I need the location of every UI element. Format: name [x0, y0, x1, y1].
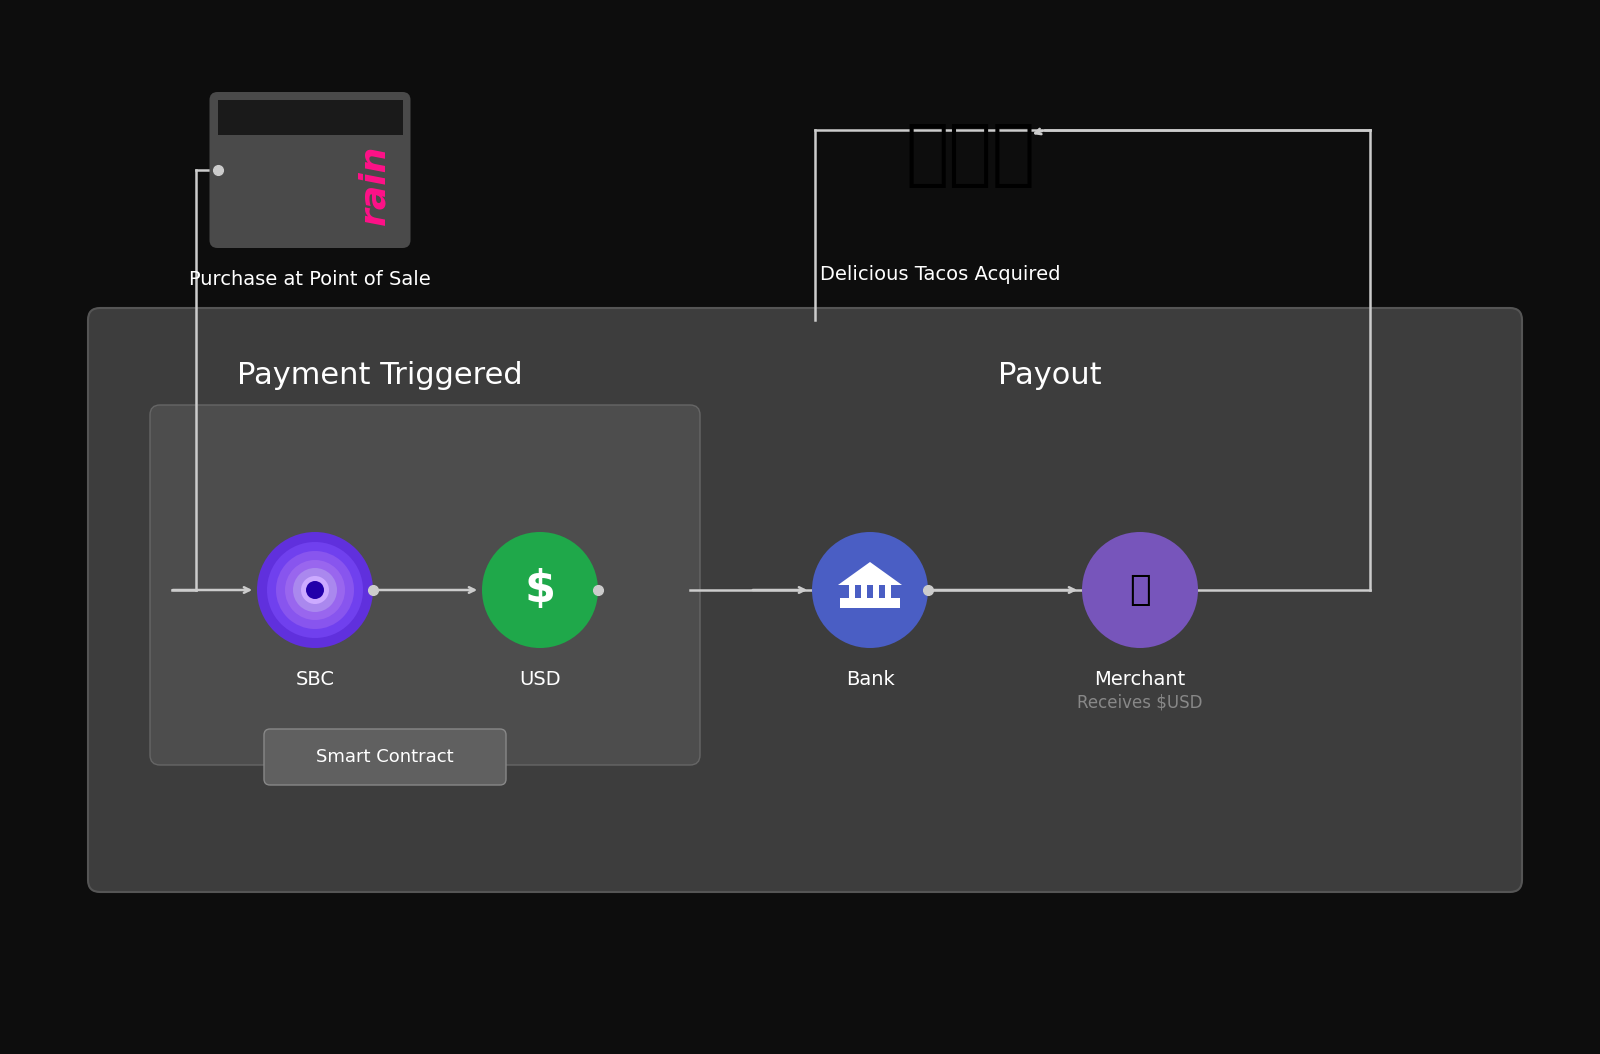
- Polygon shape: [838, 562, 902, 585]
- Circle shape: [258, 532, 373, 648]
- FancyBboxPatch shape: [88, 308, 1522, 892]
- Bar: [840, 598, 899, 608]
- Circle shape: [306, 581, 323, 599]
- Text: $: $: [525, 568, 555, 611]
- Circle shape: [1082, 532, 1198, 648]
- Text: 🌮🌮🌮: 🌮🌮🌮: [906, 120, 1035, 190]
- Circle shape: [307, 582, 323, 598]
- Text: Bank: Bank: [846, 670, 894, 689]
- Circle shape: [285, 560, 346, 620]
- FancyBboxPatch shape: [264, 729, 506, 785]
- Bar: [850, 585, 854, 600]
- Text: Merchant: Merchant: [1094, 670, 1186, 689]
- FancyBboxPatch shape: [210, 92, 411, 248]
- Bar: [874, 585, 878, 600]
- Text: Receives $USD: Receives $USD: [1077, 694, 1203, 713]
- Bar: [885, 585, 891, 600]
- Text: Delicious Tacos Acquired: Delicious Tacos Acquired: [819, 265, 1061, 284]
- Circle shape: [293, 568, 338, 612]
- Circle shape: [267, 542, 363, 638]
- Bar: [861, 585, 867, 600]
- Circle shape: [813, 532, 928, 648]
- Text: Smart Contract: Smart Contract: [317, 748, 454, 766]
- Circle shape: [277, 551, 354, 629]
- Text: USD: USD: [518, 670, 562, 689]
- Text: SBC: SBC: [296, 670, 334, 689]
- Circle shape: [482, 532, 598, 648]
- Bar: [218, 100, 403, 135]
- Text: rain: rain: [357, 144, 392, 226]
- Text: Purchase at Point of Sale: Purchase at Point of Sale: [189, 270, 430, 289]
- Circle shape: [301, 575, 330, 604]
- FancyBboxPatch shape: [150, 405, 701, 765]
- Text: Payment Triggered: Payment Triggered: [237, 360, 523, 390]
- Text: 🌮: 🌮: [1130, 573, 1150, 607]
- Text: Payout: Payout: [998, 360, 1102, 390]
